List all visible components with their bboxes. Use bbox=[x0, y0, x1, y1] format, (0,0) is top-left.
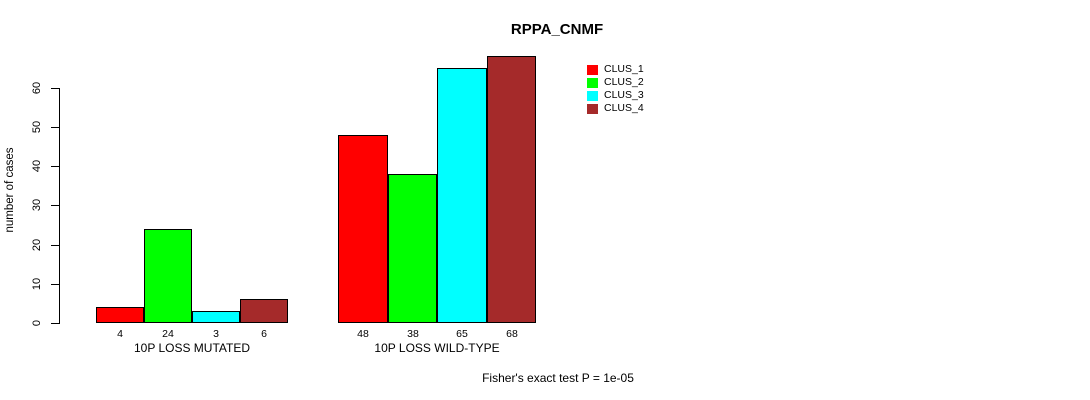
y-tick-label: 0 bbox=[31, 319, 43, 327]
bar-value-label: 24 bbox=[162, 328, 174, 340]
bar-value-label: 6 bbox=[261, 328, 267, 340]
bar bbox=[388, 174, 437, 323]
legend-row: CLUS_3 bbox=[587, 89, 644, 102]
legend-swatch bbox=[587, 77, 598, 88]
y-tick-label: 50 bbox=[31, 120, 43, 134]
legend-label: CLUS_1 bbox=[604, 63, 644, 75]
legend-row: CLUS_2 bbox=[587, 76, 644, 89]
y-tick bbox=[51, 88, 59, 89]
y-tick bbox=[51, 284, 59, 285]
legend: CLUS_1 CLUS_2 CLUS_3 CLUS_4 bbox=[587, 63, 644, 115]
y-tick bbox=[51, 166, 59, 167]
bar-value-label: 65 bbox=[456, 328, 468, 340]
legend-label: CLUS_4 bbox=[604, 102, 644, 114]
y-tick bbox=[51, 245, 59, 246]
legend-label: CLUS_2 bbox=[604, 76, 644, 88]
y-axis-label: number of cases bbox=[4, 147, 16, 233]
y-tick bbox=[51, 205, 59, 206]
bar-value-label: 38 bbox=[407, 328, 419, 340]
y-tick-label: 30 bbox=[31, 198, 43, 212]
legend-label: CLUS_3 bbox=[604, 89, 644, 101]
bar-value-label: 68 bbox=[506, 328, 518, 340]
bar bbox=[96, 307, 144, 323]
bar-value-label: 3 bbox=[213, 328, 219, 340]
y-tick-label: 20 bbox=[31, 238, 43, 252]
bar bbox=[487, 56, 536, 323]
bar bbox=[240, 299, 288, 323]
legend-row: CLUS_4 bbox=[587, 102, 644, 115]
y-tick bbox=[51, 323, 59, 324]
bar-value-label: 48 bbox=[357, 328, 369, 340]
chart-title: RPPA_CNMF bbox=[510, 21, 604, 38]
category-label: 10P LOSS MUTATED bbox=[133, 341, 251, 355]
legend-swatch bbox=[587, 103, 598, 114]
bar bbox=[192, 311, 240, 323]
bar bbox=[437, 68, 487, 323]
y-tick-label: 60 bbox=[31, 81, 43, 95]
y-tick-label: 40 bbox=[31, 159, 43, 173]
category-label: 10P LOSS WILD-TYPE bbox=[374, 341, 500, 355]
y-tick bbox=[51, 127, 59, 128]
legend-swatch bbox=[587, 90, 598, 101]
y-axis-line bbox=[59, 88, 60, 324]
legend-swatch bbox=[587, 64, 598, 75]
bar bbox=[144, 229, 192, 323]
bar bbox=[338, 135, 388, 323]
bar-value-label: 4 bbox=[117, 328, 123, 340]
legend-row: CLUS_1 bbox=[587, 63, 644, 76]
annotation-text: Fisher's exact test P = 1e-05 bbox=[482, 371, 634, 385]
y-tick-label: 10 bbox=[31, 277, 43, 291]
